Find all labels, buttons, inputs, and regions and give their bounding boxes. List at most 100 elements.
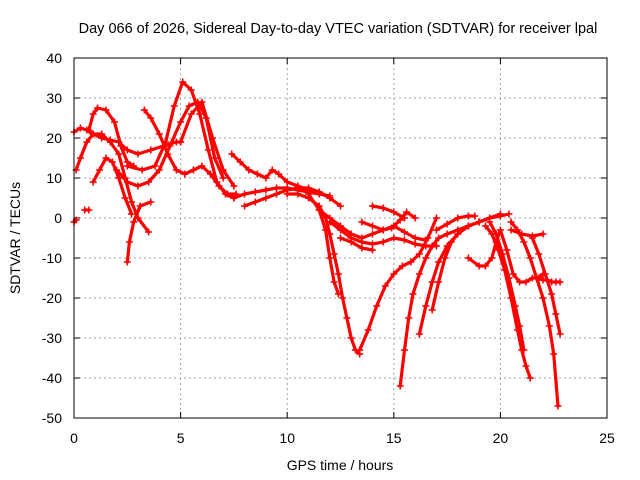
data-point-s4	[89, 178, 97, 186]
data-point-s19	[373, 302, 381, 310]
data-point-s14	[330, 278, 338, 286]
series-trace-s19	[358, 216, 438, 352]
data-point-s19	[356, 346, 364, 354]
data-point-s25	[496, 226, 504, 234]
y-tick-label: 10	[46, 170, 62, 186]
data-point-s21	[400, 346, 408, 354]
data-point-s21	[428, 242, 436, 250]
data-point-s30	[556, 330, 564, 338]
data-point-s21	[415, 270, 423, 278]
data-point-s23	[435, 278, 443, 286]
data-point-s22	[415, 330, 423, 338]
data-point-s12	[326, 194, 334, 202]
data-point-s23	[454, 230, 462, 238]
data-point-s18	[403, 208, 411, 216]
plot-frame	[73, 57, 608, 419]
data-point-s18	[411, 214, 419, 222]
data-point-s27	[499, 250, 507, 258]
series-trace-s6	[142, 108, 238, 196]
data-point-s2	[76, 154, 84, 162]
data-point-s19	[390, 270, 398, 278]
data-point-s13	[339, 294, 347, 302]
data-point-s20	[368, 202, 376, 210]
data-point-s7	[134, 182, 142, 190]
data-point-s6	[189, 166, 197, 174]
data-point-s19	[424, 234, 432, 242]
data-point-s11	[251, 188, 259, 196]
data-point-s16	[400, 236, 408, 244]
data-point-s9	[177, 138, 185, 146]
data-point-s4	[108, 158, 116, 166]
data-point-s7	[145, 178, 153, 186]
data-point-s21	[396, 382, 404, 390]
data-point-s19	[415, 250, 423, 258]
data-point-s21	[422, 254, 430, 262]
y-tick-label: -30	[42, 330, 62, 346]
data-point-s16	[390, 234, 398, 242]
data-point-s13	[343, 314, 351, 322]
data-point-s8	[123, 162, 131, 170]
data-point-s32	[85, 206, 93, 214]
data-point-s18	[358, 218, 366, 226]
data-point-s15	[368, 230, 376, 238]
data-point-s12	[294, 184, 302, 192]
data-point-s6	[172, 166, 180, 174]
data-point-s27	[492, 230, 500, 238]
data-point-s16	[326, 218, 334, 226]
data-point-s7	[185, 102, 193, 110]
data-point-s27	[486, 218, 494, 226]
data-point-s26	[522, 362, 530, 370]
data-point-s10	[245, 166, 253, 174]
series-trace-s29	[509, 228, 545, 238]
series-trace-s17	[338, 236, 375, 252]
data-point-s23	[496, 212, 504, 220]
data-point-s18	[388, 224, 396, 232]
data-point-s30	[528, 234, 536, 242]
data-point-s20	[379, 204, 387, 212]
data-point-s23	[428, 306, 436, 314]
data-point-s24	[432, 226, 440, 234]
data-point-s27	[511, 302, 519, 310]
data-point-s17	[368, 246, 376, 254]
data-point-s28	[507, 218, 515, 226]
data-point-s6	[181, 170, 189, 178]
data-point-s12	[273, 190, 281, 198]
data-point-s9	[187, 110, 195, 118]
data-point-s2	[145, 228, 153, 236]
data-point-s17	[337, 234, 344, 242]
data-point-s8	[187, 86, 195, 94]
data-point-s10	[228, 150, 236, 158]
data-point-s1	[76, 124, 84, 132]
series-trace-s12	[243, 186, 343, 208]
series-trace-s30	[530, 236, 562, 336]
y-tick-label: 30	[46, 90, 62, 106]
data-point-s7	[166, 142, 174, 150]
data-point-s10	[275, 170, 283, 178]
data-point-s3	[93, 104, 101, 112]
data-point-s3	[89, 110, 97, 118]
data-point-s16	[368, 240, 376, 248]
data-point-s20	[390, 208, 398, 216]
data-point-s6	[147, 114, 155, 122]
data-point-s30	[535, 250, 543, 258]
x-axis-label: GPS time / hours	[287, 457, 394, 473]
data-series	[70, 78, 564, 410]
data-point-s7	[123, 178, 131, 186]
x-tick-label: 0	[70, 430, 78, 446]
series-trace-s11	[232, 186, 332, 200]
data-point-s26	[481, 222, 489, 230]
data-point-s25	[481, 262, 489, 270]
data-point-s14	[326, 254, 334, 262]
data-point-s8	[170, 102, 178, 110]
data-point-s13	[294, 190, 302, 198]
data-point-s17	[347, 238, 355, 246]
data-point-s19	[364, 326, 372, 334]
data-point-s30	[541, 270, 549, 278]
data-point-s12	[241, 202, 249, 210]
data-point-s23	[464, 222, 472, 230]
x-tick-label: 10	[279, 430, 295, 446]
x-tick-label: 25	[599, 430, 615, 446]
y-tick-label: 40	[46, 50, 62, 66]
data-point-s3	[102, 106, 110, 114]
data-point-s22	[422, 302, 430, 310]
